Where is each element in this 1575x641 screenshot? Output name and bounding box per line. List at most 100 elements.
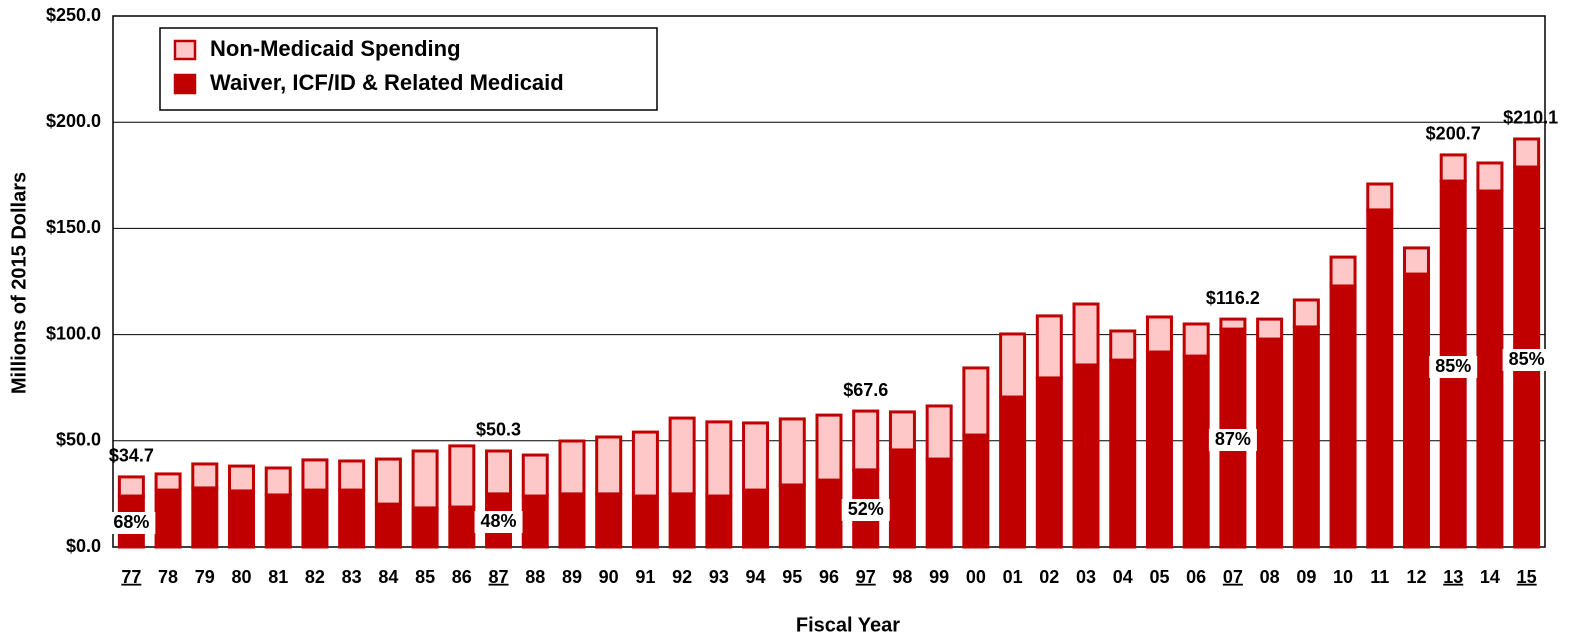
share-annotation-box <box>1208 429 1257 451</box>
bar-segment <box>1182 354 1210 549</box>
bar-segment <box>1109 329 1137 362</box>
bar-segment <box>338 488 366 549</box>
y-tick-label: $200.0 <box>46 111 101 131</box>
x-tick-label: 94 <box>746 567 766 587</box>
total-annotation: $200.7 <box>1426 124 1481 144</box>
share-annotation: 85% <box>1509 349 1545 369</box>
bar-segment <box>962 433 990 549</box>
share-annotation: 48% <box>481 511 517 531</box>
bar-segment <box>1292 298 1320 329</box>
bar-segment <box>888 448 916 549</box>
x-tick-label: 79 <box>195 567 215 587</box>
x-tick-label: 87 <box>489 567 509 587</box>
bar-segment <box>1219 317 1247 331</box>
bar-segment <box>778 417 806 487</box>
y-tick-label: $100.0 <box>46 323 101 343</box>
bar-segment <box>301 458 329 492</box>
x-tick-label: 09 <box>1296 567 1316 587</box>
share-annotation-box <box>841 499 890 521</box>
bar-segment <box>1182 322 1210 358</box>
bar-segment <box>117 475 145 498</box>
total-annotation: $67.6 <box>843 380 888 400</box>
share-annotation-box <box>474 511 523 533</box>
x-tick-label: 81 <box>268 567 288 587</box>
bar-segment <box>815 413 843 482</box>
bar-segment <box>338 459 366 492</box>
bar-segment <box>668 416 696 496</box>
x-axis-title: Fiscal Year <box>796 614 900 636</box>
bar-segment <box>1072 363 1100 549</box>
y-tick-label: $0.0 <box>66 536 101 556</box>
x-tick-label: 90 <box>599 567 619 587</box>
x-tick-label: 13 <box>1443 567 1463 587</box>
bar-segment <box>1035 376 1063 549</box>
bar-segment <box>595 492 623 549</box>
bar-segment <box>631 494 659 549</box>
bar-segment <box>631 430 659 498</box>
bar-segment <box>925 404 953 461</box>
bar-segment <box>301 488 329 549</box>
legend-swatch <box>173 73 197 95</box>
bar-segment <box>374 502 402 549</box>
bar-segment <box>1513 137 1541 169</box>
bar-segment <box>1402 272 1430 549</box>
bar-segment <box>1145 350 1173 549</box>
bar-segment <box>1329 255 1357 288</box>
bar-segment <box>191 462 219 490</box>
legend-label: Non-Medicaid Spending <box>210 36 461 61</box>
bar-segment <box>154 488 182 549</box>
bar-segment <box>558 439 586 496</box>
bar-segment <box>1256 317 1284 341</box>
x-tick-label: 10 <box>1333 567 1353 587</box>
y-tick-label: $250.0 <box>46 5 101 25</box>
bar-segment <box>815 478 843 549</box>
x-tick-label: 04 <box>1113 567 1133 587</box>
x-tick-label: 92 <box>672 567 692 587</box>
share-annotation: 85% <box>1435 356 1471 376</box>
legend-box <box>159 27 658 111</box>
y-tick-label: $150.0 <box>46 217 101 237</box>
bar-segment <box>411 506 439 549</box>
x-tick-label: 14 <box>1480 567 1500 587</box>
x-tick-label: 83 <box>342 567 362 587</box>
share-annotation-box <box>1502 349 1551 371</box>
x-tick-label: 91 <box>635 567 655 587</box>
x-tick-label: 00 <box>966 567 986 587</box>
share-annotation: 52% <box>848 499 884 519</box>
x-tick-label: 80 <box>231 567 251 587</box>
bar-segment <box>778 483 806 549</box>
bar-segment <box>1476 161 1504 193</box>
bar-segment <box>1439 153 1467 183</box>
legend-swatch <box>173 39 197 61</box>
total-annotation: $34.7 <box>109 446 154 466</box>
x-tick-label: 86 <box>452 567 472 587</box>
bar-segment <box>448 505 476 549</box>
bar-segment <box>448 444 476 509</box>
bar-segment <box>264 493 292 549</box>
legend-label: Waiver, ICF/ID & Related Medicaid <box>210 70 564 95</box>
x-tick-label: 95 <box>782 567 802 587</box>
x-tick-label: 78 <box>158 567 178 587</box>
bar-segment <box>1329 284 1357 549</box>
bar-segment <box>154 472 182 492</box>
bar-segment <box>374 457 402 506</box>
bar-segment <box>962 366 990 437</box>
bar-segment <box>1145 315 1173 354</box>
bar-segment <box>925 457 953 549</box>
bar-segment <box>595 435 623 496</box>
x-tick-label: 98 <box>892 567 912 587</box>
bar-segment <box>705 494 733 549</box>
share-annotation: 68% <box>113 512 149 532</box>
bar-segment <box>1476 189 1504 549</box>
x-tick-label: 93 <box>709 567 729 587</box>
x-tick-label: 06 <box>1186 567 1206 587</box>
x-tick-label: 88 <box>525 567 545 587</box>
x-tick-label: 96 <box>819 567 839 587</box>
bar-segment <box>888 410 916 452</box>
bar-segment <box>999 395 1027 549</box>
share-annotation: 87% <box>1215 429 1251 449</box>
x-tick-label: 82 <box>305 567 325 587</box>
bar-segment <box>558 492 586 549</box>
bar-segment <box>1035 314 1063 380</box>
bar-segment <box>852 409 880 472</box>
